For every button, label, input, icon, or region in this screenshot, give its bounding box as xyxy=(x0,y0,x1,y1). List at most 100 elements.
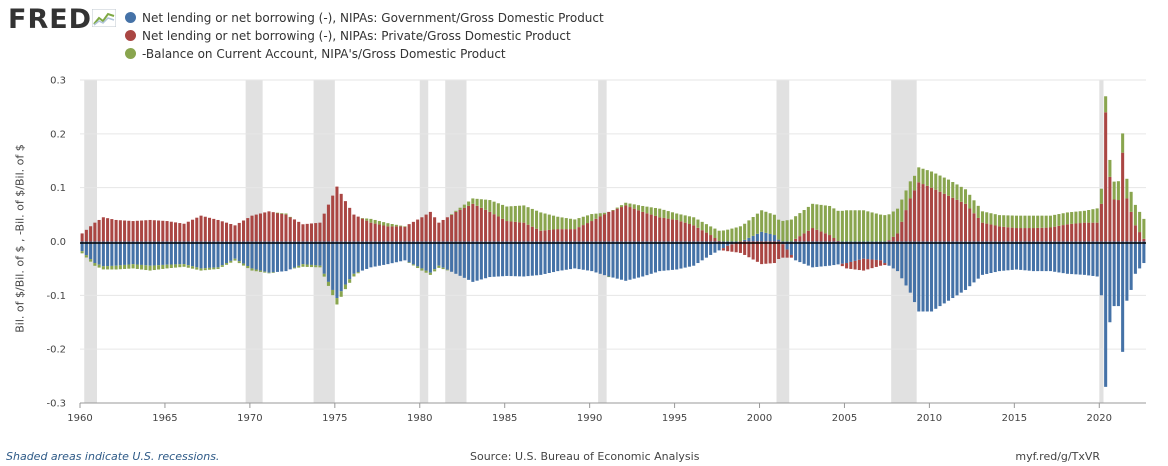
bar-private[interactable] xyxy=(237,222,241,242)
bar-current-account[interactable] xyxy=(169,264,173,269)
bar-private[interactable] xyxy=(369,222,373,242)
bar-current-account[interactable] xyxy=(547,214,551,230)
bar-government[interactable] xyxy=(369,241,373,268)
bar-current-account[interactable] xyxy=(704,224,708,233)
bar-current-account[interactable] xyxy=(479,199,483,208)
bar-current-account[interactable] xyxy=(305,264,309,267)
bar-private[interactable] xyxy=(870,259,874,269)
bar-government[interactable] xyxy=(832,241,836,266)
bar-government[interactable] xyxy=(118,241,122,266)
bar-current-account[interactable] xyxy=(840,210,844,242)
bar-private[interactable] xyxy=(585,223,590,242)
bar-private[interactable] xyxy=(806,230,810,242)
bar-private[interactable] xyxy=(373,223,377,242)
bar-private[interactable] xyxy=(560,229,564,242)
bar-private[interactable] xyxy=(883,263,887,266)
bar-private[interactable] xyxy=(989,224,993,242)
bar-current-account[interactable] xyxy=(560,217,564,230)
bar-current-account[interactable] xyxy=(573,219,577,230)
bar-government[interactable] xyxy=(407,241,411,263)
bar-private[interactable] xyxy=(479,207,483,242)
bar-private[interactable] xyxy=(942,193,946,242)
bar-private[interactable] xyxy=(462,207,466,242)
bar-government[interactable] xyxy=(1129,241,1133,290)
bar-private[interactable] xyxy=(569,229,573,242)
bar-current-account[interactable] xyxy=(959,186,963,202)
bar-private[interactable] xyxy=(1142,238,1146,242)
bar-private[interactable] xyxy=(513,221,517,242)
bar-current-account[interactable] xyxy=(530,208,534,227)
bar-current-account[interactable] xyxy=(399,225,403,227)
bar-private[interactable] xyxy=(1091,222,1095,242)
bar-private[interactable] xyxy=(1048,227,1052,242)
bar-government[interactable] xyxy=(819,241,823,267)
bar-government[interactable] xyxy=(254,241,258,270)
bar-current-account[interactable] xyxy=(1065,212,1069,225)
bar-government[interactable] xyxy=(539,241,543,275)
bar-private[interactable] xyxy=(768,241,772,264)
bar-government[interactable] xyxy=(696,241,700,264)
bar-government[interactable] xyxy=(887,241,891,266)
bar-government[interactable] xyxy=(645,241,649,276)
bar-private[interactable] xyxy=(118,220,122,242)
bar-private[interactable] xyxy=(543,230,547,242)
bar-government[interactable] xyxy=(80,241,84,252)
bar-private[interactable] xyxy=(84,229,88,242)
bar-government[interactable] xyxy=(764,232,768,242)
bar-current-account[interactable] xyxy=(271,272,275,273)
bar-private[interactable] xyxy=(781,244,785,258)
bar-private[interactable] xyxy=(522,222,526,242)
bar-private[interactable] xyxy=(747,241,751,258)
bar-current-account[interactable] xyxy=(505,206,509,222)
bar-private[interactable] xyxy=(547,229,551,242)
bar-current-account[interactable] xyxy=(938,175,942,192)
bar-private[interactable] xyxy=(696,227,700,242)
bar-government[interactable] xyxy=(1048,241,1052,272)
bar-private[interactable] xyxy=(127,220,131,242)
bar-current-account[interactable] xyxy=(543,213,547,231)
bar-current-account[interactable] xyxy=(144,265,148,271)
bar-government[interactable] xyxy=(1104,241,1108,387)
bar-government[interactable] xyxy=(297,241,301,266)
bar-private[interactable] xyxy=(1019,228,1023,242)
bar-private[interactable] xyxy=(743,241,747,255)
bar-government[interactable] xyxy=(632,241,636,279)
bar-current-account[interactable] xyxy=(390,224,394,227)
bar-government[interactable] xyxy=(721,241,725,249)
bar-current-account[interactable] xyxy=(331,289,335,296)
bar-private[interactable] xyxy=(721,248,725,251)
bar-current-account[interactable] xyxy=(1031,215,1035,229)
bar-government[interactable] xyxy=(815,241,819,267)
bar-current-account[interactable] xyxy=(662,209,666,218)
bar-private[interactable] xyxy=(131,221,135,242)
bar-current-account[interactable] xyxy=(488,200,492,212)
bar-current-account[interactable] xyxy=(887,214,891,241)
bar-private[interactable] xyxy=(675,219,679,242)
bar-private[interactable] xyxy=(467,205,471,242)
bar-current-account[interactable] xyxy=(976,205,980,218)
bar-government[interactable] xyxy=(123,241,127,265)
bar-current-account[interactable] xyxy=(97,264,101,268)
bar-current-account[interactable] xyxy=(1095,208,1099,223)
bar-private[interactable] xyxy=(394,226,398,242)
bar-government[interactable] xyxy=(1116,241,1120,307)
bar-government[interactable] xyxy=(382,241,386,265)
bar-government[interactable] xyxy=(590,241,594,272)
bar-private[interactable] xyxy=(1044,227,1048,242)
bar-private[interactable] xyxy=(314,223,318,242)
bar-current-account[interactable] xyxy=(284,213,288,215)
bar-current-account[interactable] xyxy=(611,210,615,211)
bar-private[interactable] xyxy=(602,214,607,242)
bar-private[interactable] xyxy=(271,212,275,242)
bar-current-account[interactable] xyxy=(777,219,781,240)
bar-private[interactable] xyxy=(772,241,776,264)
bar-private[interactable] xyxy=(819,231,823,242)
bar-government[interactable] xyxy=(1010,241,1014,270)
bar-private[interactable] xyxy=(1129,211,1133,242)
bar-government[interactable] xyxy=(573,241,577,269)
bar-private[interactable] xyxy=(382,225,386,242)
bar-current-account[interactable] xyxy=(1057,214,1061,226)
bar-government[interactable] xyxy=(670,241,674,270)
bar-government[interactable] xyxy=(658,241,662,272)
bar-current-account[interactable] xyxy=(246,265,250,269)
